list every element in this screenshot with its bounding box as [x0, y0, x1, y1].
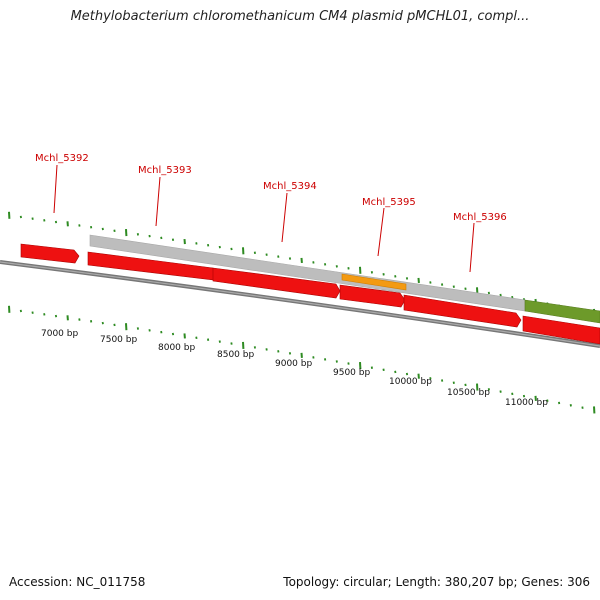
bp-label: 8500 bp: [217, 350, 254, 360]
bp-label: 10500 bp: [447, 388, 490, 398]
gene-label-leader: [53, 164, 58, 214]
orange-feature-bar[interactable]: [341, 273, 407, 291]
gene-label-mchl-5396[interactable]: Mchl_5396: [453, 212, 507, 223]
map-title: Methylobacterium chloromethanicum CM4 pl…: [70, 9, 530, 24]
lower-tick-track: [8, 305, 596, 414]
gene-arrow-mchl-5392[interactable]: [20, 243, 80, 264]
bp-label: 11000 bp: [505, 398, 548, 408]
accession-text: Accession: NC_011758: [9, 575, 146, 589]
gene-label-mchl-5392[interactable]: Mchl_5392: [35, 153, 89, 164]
bp-label: 9500 bp: [333, 368, 370, 378]
topology-summary: Topology: circular; Length: 380,207 bp; …: [283, 575, 590, 589]
bp-label: 10000 bp: [389, 377, 432, 387]
gene-arrow-mchl-5395[interactable]: [339, 284, 406, 308]
gene-label-mchl-5393[interactable]: Mchl_5393: [138, 165, 192, 176]
upper-tick-track: [8, 211, 596, 317]
gene-label-mchl-5395[interactable]: Mchl_5395: [362, 197, 416, 208]
bp-label: 8000 bp: [158, 343, 195, 353]
gene-arrow-mchl-5394[interactable]: [212, 267, 341, 299]
gene-arrow-partial[interactable]: [522, 315, 600, 345]
gene-label-mchl-5394[interactable]: Mchl_5394: [263, 181, 317, 192]
bp-label: 7000 bp: [41, 329, 78, 339]
gene-label-leader: [155, 176, 161, 227]
bp-label: 7500 bp: [100, 335, 137, 345]
gene-label-leader: [469, 222, 475, 273]
gene-label-leader: [281, 192, 288, 243]
gene-label-leader: [377, 207, 385, 257]
bp-label: 9000 bp: [275, 359, 312, 369]
genome-backbone-highlight: [0, 261, 600, 347]
gene-arrow-mchl-5396[interactable]: [403, 294, 522, 328]
green-feature-bar[interactable]: [524, 299, 600, 324]
